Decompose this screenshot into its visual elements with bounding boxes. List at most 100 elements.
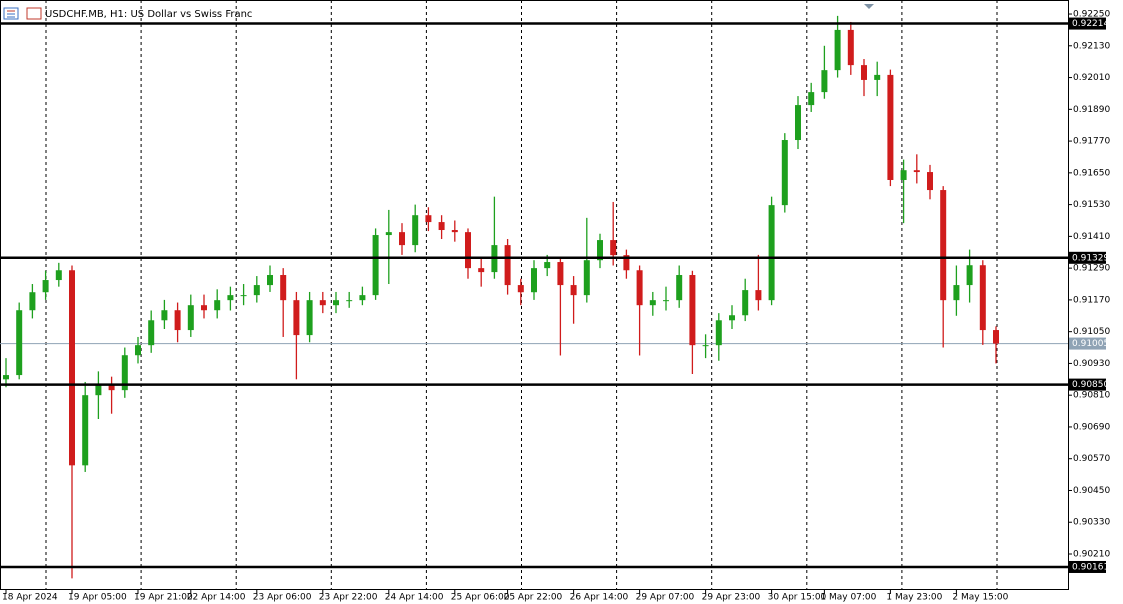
x-tick-label: 29 Apr 23:00 — [702, 593, 761, 603]
candle-body — [280, 275, 287, 301]
level-label: 0.91329 — [1072, 253, 1109, 263]
candle-body — [768, 205, 775, 301]
candle-body — [95, 385, 102, 396]
candle-body — [425, 215, 432, 223]
candle-body — [504, 245, 511, 286]
candle-body — [702, 345, 709, 347]
level-box — [1069, 378, 1106, 391]
y-tick-label: 0.92130 — [1073, 41, 1110, 51]
candle-body — [742, 290, 749, 316]
candle-body — [913, 170, 920, 173]
candle-body — [887, 74, 894, 180]
x-tick-label: 22 Apr 14:00 — [187, 593, 246, 603]
candle-body — [451, 230, 458, 233]
candle-body — [847, 29, 854, 66]
level-label: 0.90161 — [1072, 562, 1109, 572]
candle-body — [953, 285, 960, 301]
candle-body — [689, 275, 696, 346]
candle-body — [438, 222, 445, 231]
candle-body — [148, 320, 155, 346]
candle-body — [583, 260, 590, 296]
x-tick-label: 2 May 15:00 — [952, 593, 1008, 603]
candle-body — [121, 355, 128, 391]
last-price-box — [1069, 337, 1106, 350]
chart-title: USDCHF.MB, H1: US Dollar vs Swiss Franc — [45, 9, 252, 20]
x-tick-label: 30 Apr 15:00 — [768, 593, 827, 603]
candle-body — [531, 268, 537, 293]
candle-body — [755, 290, 762, 301]
candle-body — [346, 300, 353, 302]
chart-icon[interactable] — [26, 7, 42, 20]
candle-body — [861, 65, 867, 80]
y-tick-label: 0.92250 — [1073, 10, 1110, 20]
y-tick-label: 0.90930 — [1073, 359, 1110, 369]
candle-body — [623, 255, 630, 271]
candle-body — [966, 265, 973, 286]
y-tick-label: 0.91890 — [1073, 105, 1110, 115]
y-tick-label: 0.91650 — [1073, 168, 1110, 178]
candle-body — [900, 170, 907, 180]
candle-body — [834, 29, 841, 71]
plot-border — [0, 0, 1069, 590]
x-tick-label: 19 Apr 05:00 — [68, 593, 127, 603]
candle-body — [3, 375, 9, 380]
level-label: 0.90850 — [1072, 380, 1109, 390]
y-tick-label: 0.91290 — [1073, 264, 1110, 274]
x-tick-label: 1 May 23:00 — [886, 593, 942, 603]
candle-body — [359, 295, 366, 301]
y-tick-label: 0.90210 — [1073, 550, 1110, 560]
candle-body — [412, 215, 419, 246]
level-label: 0.92214 — [1072, 19, 1109, 29]
last-price-label: 0.91005 — [1072, 339, 1109, 349]
candle-body — [676, 275, 683, 301]
y-tick-label: 0.91530 — [1073, 200, 1110, 210]
candle-body — [557, 262, 564, 286]
level-box — [1069, 251, 1106, 264]
y-tick-label: 0.90330 — [1073, 518, 1110, 528]
candle-body — [808, 92, 815, 106]
x-tick-label: 24 Apr 14:00 — [385, 593, 444, 603]
y-tick-label: 0.91410 — [1073, 232, 1110, 242]
candle-body — [253, 285, 260, 296]
candle-body — [663, 300, 669, 302]
y-tick-label: 0.90810 — [1073, 391, 1110, 401]
candle-body — [161, 310, 168, 321]
candle-body — [227, 295, 234, 301]
candle-body — [636, 270, 643, 306]
level-box — [1069, 560, 1106, 573]
y-tick-label: 0.91170 — [1073, 295, 1110, 305]
y-tick-label: 0.91770 — [1073, 137, 1110, 147]
candle-body — [174, 310, 181, 331]
candle-body — [240, 295, 247, 297]
level-box — [1069, 17, 1106, 30]
candle-body — [715, 320, 722, 346]
candle-body — [821, 70, 828, 93]
candle-body — [16, 310, 23, 376]
candle-body — [979, 265, 986, 331]
candle-body — [781, 140, 788, 206]
candle-body — [293, 300, 300, 336]
candle-body — [69, 270, 75, 466]
candle-body — [874, 74, 881, 80]
shift-marker — [864, 4, 874, 9]
candle-body — [570, 285, 577, 296]
y-tick-label: 0.90690 — [1073, 422, 1110, 432]
candle-body — [82, 395, 89, 466]
candle-body — [214, 300, 221, 311]
y-tick-label: 0.91050 — [1073, 327, 1110, 337]
candle-body — [187, 305, 194, 331]
candle-body — [42, 280, 49, 293]
candle-body — [465, 232, 471, 269]
candle-body — [927, 172, 933, 191]
x-tick-label: 23 Apr 22:00 — [319, 593, 378, 603]
candle-body — [610, 240, 617, 256]
x-tick-label: 26 Apr 14:00 — [570, 593, 629, 603]
x-tick-label: 1 May 07:00 — [820, 593, 876, 603]
candle-body — [29, 292, 36, 311]
x-tick-label: 25 Apr 22:00 — [504, 593, 563, 603]
candle-body — [729, 315, 735, 321]
candle-body — [478, 268, 485, 273]
candle-body — [108, 385, 115, 391]
